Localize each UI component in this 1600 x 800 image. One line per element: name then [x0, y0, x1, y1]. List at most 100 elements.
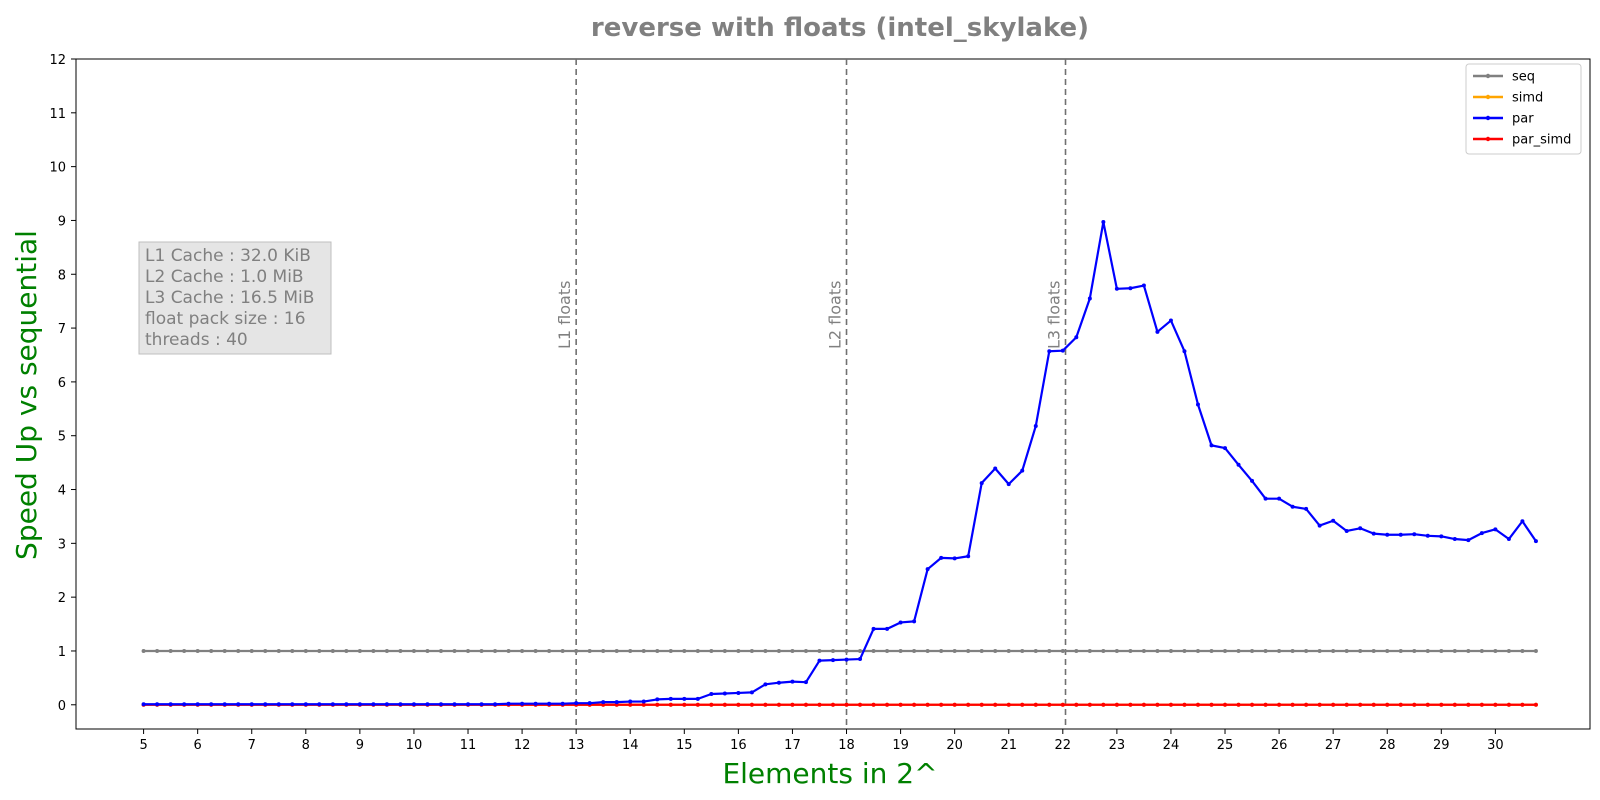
point-seq — [682, 648, 687, 653]
point-par — [898, 620, 903, 625]
point-par_simd — [1479, 702, 1484, 707]
point-seq — [1006, 648, 1011, 653]
point-seq — [425, 648, 430, 653]
point-par_simd — [722, 702, 727, 707]
point-par_simd — [1223, 702, 1228, 707]
point-par — [1452, 537, 1457, 542]
point-par — [1195, 402, 1200, 407]
point-seq — [384, 648, 389, 653]
point-par_simd — [1533, 702, 1538, 707]
point-par — [276, 702, 281, 707]
point-seq — [1412, 648, 1417, 653]
point-seq — [655, 648, 660, 653]
point-par — [1520, 519, 1525, 524]
legend: seq simd par par_simd — [1465, 63, 1582, 155]
point-par_simd — [1006, 702, 1011, 707]
point-par — [168, 702, 173, 707]
legend-marker-par — [1485, 115, 1491, 121]
point-par_simd — [709, 702, 714, 707]
y-tick-label: 0 — [58, 699, 66, 714]
point-par — [1168, 318, 1173, 323]
point-par — [803, 680, 808, 685]
point-par_simd — [1047, 702, 1052, 707]
x-tick-label: 12 — [514, 738, 531, 753]
point-par_simd — [736, 702, 741, 707]
point-par — [763, 682, 768, 687]
point-seq — [763, 648, 768, 653]
point-par — [614, 700, 619, 705]
x-axis-ticks: 5 6 7 8 9 10 11 12 13 14 15 16 17 18 19 20 21 22 23 24 25 26 2… — [139, 729, 1504, 753]
point-seq — [736, 648, 741, 653]
point-par_simd — [803, 702, 808, 707]
point-par — [493, 702, 498, 707]
point-seq — [1223, 648, 1228, 653]
point-par — [1277, 496, 1282, 501]
point-par — [384, 702, 389, 707]
point-par — [831, 658, 835, 663]
point-seq — [1344, 648, 1349, 653]
point-seq — [195, 648, 200, 653]
point-seq — [1168, 648, 1173, 653]
point-seq — [979, 648, 984, 653]
point-par — [1398, 532, 1403, 537]
point-seq — [168, 648, 173, 653]
point-par — [709, 692, 714, 697]
x-tick-label: 16 — [730, 738, 747, 753]
point-par — [641, 699, 646, 704]
point-seq — [317, 648, 322, 653]
point-seq — [222, 648, 227, 653]
point-par — [993, 466, 998, 471]
point-seq — [357, 648, 362, 653]
y-tick-label: 1 — [58, 645, 66, 660]
point-seq — [939, 648, 944, 653]
x-tick-label: 26 — [1271, 738, 1288, 753]
point-par — [1290, 504, 1295, 509]
point-par — [1060, 348, 1065, 353]
point-par_simd — [1020, 702, 1025, 707]
series-par — [141, 220, 1538, 707]
point-seq — [411, 648, 416, 653]
point-par_simd — [1520, 702, 1525, 707]
point-seq — [344, 648, 349, 653]
point-seq — [1114, 648, 1119, 653]
x-tick-label: 22 — [1055, 738, 1072, 753]
point-par — [290, 702, 295, 707]
x-tick-label: 10 — [406, 738, 423, 753]
y-tick-label: 8 — [58, 268, 66, 283]
point-seq — [858, 648, 863, 653]
cache-boundary-label: L1 floats — [555, 281, 574, 349]
point-par — [533, 701, 538, 706]
point-seq — [1385, 648, 1390, 653]
x-tick-label: 25 — [1217, 738, 1234, 753]
point-par — [560, 701, 565, 706]
point-par — [1182, 349, 1187, 354]
point-par — [1087, 296, 1092, 301]
point-par_simd — [1250, 702, 1255, 707]
point-seq — [871, 648, 876, 653]
point-par_simd — [1358, 702, 1363, 707]
point-par — [479, 702, 484, 707]
y-tick-label: 10 — [49, 161, 66, 176]
point-par — [601, 700, 606, 705]
point-seq — [249, 648, 254, 653]
point-par — [844, 657, 849, 662]
point-par — [547, 701, 552, 706]
point-seq — [182, 648, 187, 653]
info-l1-cache: L1 Cache : 32.0 KiB — [145, 246, 311, 266]
point-par — [141, 702, 146, 707]
point-seq — [641, 648, 646, 653]
x-tick-label: 18 — [838, 738, 855, 753]
point-par — [1033, 424, 1038, 429]
point-par — [1074, 335, 1079, 340]
point-par_simd — [1155, 702, 1160, 707]
y-tick-label: 6 — [58, 376, 66, 391]
point-par_simd — [695, 702, 700, 707]
point-seq — [1074, 648, 1079, 653]
series-seq — [141, 648, 1538, 653]
point-par — [155, 702, 160, 707]
point-par — [1304, 506, 1309, 511]
point-par — [858, 657, 863, 662]
point-par_simd — [1398, 702, 1403, 707]
legend-label-par: par — [1512, 112, 1534, 127]
